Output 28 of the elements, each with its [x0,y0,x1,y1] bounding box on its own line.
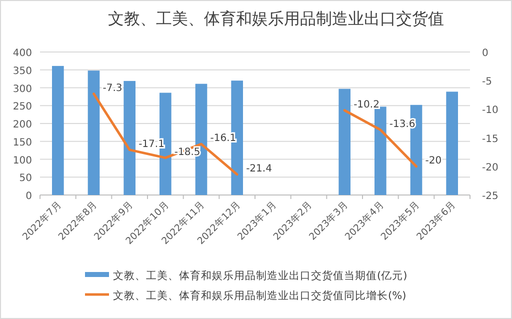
bar [124,80,136,195]
data-label: -10.2 [354,99,380,110]
y2-tick-label: -25 [482,191,498,202]
data-label: -20 [425,155,442,166]
y-tick-label: 150 [12,137,32,148]
bar [88,70,100,195]
bar [338,88,350,195]
y2-tick-label: -10 [482,105,498,116]
y2-tick-label: -5 [482,76,492,88]
data-label: -7.3 [102,82,122,94]
y2-tick-label: 0 [482,48,488,59]
y-tick-label: 400 [12,48,32,59]
y-tick-label: 300 [12,84,32,95]
y2-tick-label: -15 [482,134,498,145]
chart-title: 文教、工美、体育和娱乐用品制造业出口交货值 [108,9,444,28]
legend-label: 文教、工美、体育和娱乐用品制造业出口交货值当期值(亿元) [113,269,408,282]
y-tick-label: 350 [12,66,32,77]
bar [52,66,64,195]
y2-tick-label: -20 [482,162,498,174]
bar [374,106,386,195]
bar [446,92,458,195]
data-label: -21.4 [246,163,272,174]
y-tick-label: 0 [26,191,32,202]
y-tick-label: 200 [12,120,32,130]
y-tick-label: 250 [12,102,32,113]
legend-label: 文教、工美、体育和娱乐用品制造业出口交货值同比增长(%) [113,289,406,302]
y-tick-label: 100 [12,155,32,166]
y-tick-label: 50 [19,173,32,184]
